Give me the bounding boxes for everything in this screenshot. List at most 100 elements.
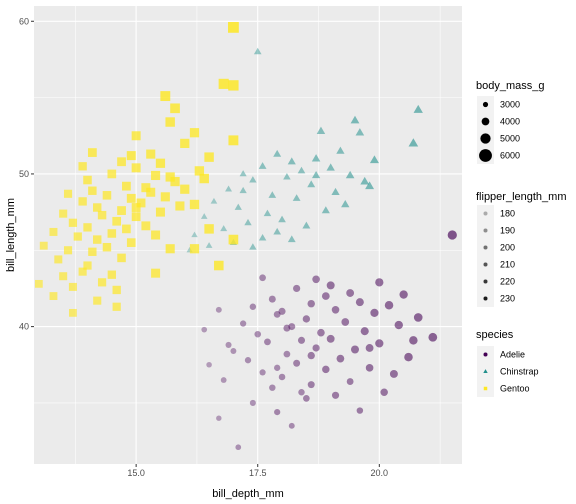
data-point-adelie: [404, 352, 413, 362]
data-point-adelie: [389, 369, 398, 378]
data-point-adelie: [399, 290, 408, 299]
data-point-gentoo: [170, 176, 180, 187]
data-point-gentoo: [151, 170, 161, 181]
legend-species-label: Chinstrap: [500, 367, 539, 377]
data-point-chinstrap: [239, 186, 247, 194]
data-point-adelie: [341, 318, 350, 326]
data-point-chinstrap: [365, 181, 375, 190]
data-point-gentoo: [117, 253, 126, 263]
data-point-chinstrap: [249, 243, 257, 250]
y-tick-label: 60: [19, 16, 29, 26]
data-point-gentoo: [112, 216, 122, 226]
data-point-gentoo: [170, 103, 180, 114]
data-point-gentoo: [204, 152, 214, 162]
data-point-adelie: [278, 307, 286, 315]
data-point-adelie: [293, 359, 301, 367]
data-point-adelie: [274, 408, 281, 416]
data-point-adelie: [220, 377, 227, 383]
data-point-chinstrap: [239, 170, 247, 177]
data-point-adelie: [326, 281, 335, 290]
data-point-gentoo: [97, 210, 107, 220]
legend-body-mass: body_mass_g 3000 4000 5000 6000: [476, 80, 545, 164]
legend-flipper-length-key: [483, 211, 488, 216]
data-point-adelie: [351, 345, 359, 354]
data-point-chinstrap: [249, 176, 257, 183]
data-point-adelie: [370, 308, 379, 317]
data-point-adelie: [302, 315, 311, 323]
data-point-gentoo: [59, 272, 68, 281]
data-point-adelie: [409, 336, 418, 345]
data-points: [34, 21, 457, 451]
legend-body-mass-key: [482, 101, 489, 108]
legend-species: species Adelie Chinstrap Gentoo: [476, 329, 539, 397]
data-point-adelie: [346, 289, 355, 297]
data-point-gentoo: [122, 181, 131, 191]
legend-flipper-length-label: 200: [500, 243, 515, 253]
data-point-adelie: [331, 306, 340, 314]
data-point-gentoo: [160, 91, 171, 102]
legend-flipper-length-key: [483, 279, 488, 284]
y-tick-label: 40: [19, 322, 29, 332]
data-point-gentoo: [49, 227, 58, 236]
data-point-adelie: [447, 230, 457, 240]
data-point-adelie: [264, 338, 271, 346]
legend-species-key: [483, 386, 488, 391]
data-point-adelie: [331, 391, 340, 399]
data-point-adelie: [254, 330, 262, 338]
data-point-adelie: [307, 381, 315, 389]
data-point-gentoo: [146, 149, 156, 159]
legend-species-key: [483, 352, 488, 357]
legend-flipper-length-title: flipper_length_mm: [476, 191, 567, 203]
data-point-adelie: [244, 357, 252, 364]
data-point-adelie: [268, 295, 276, 303]
data-point-gentoo: [189, 199, 200, 210]
x-axis-ticks: 15.0 17.5 20.0: [127, 464, 388, 478]
data-point-chinstrap: [283, 172, 291, 180]
panel-background: [34, 6, 462, 464]
data-point-gentoo: [151, 230, 161, 240]
data-point-chinstrap: [234, 203, 242, 210]
data-point-adelie: [360, 327, 369, 336]
data-point-adelie: [225, 341, 232, 348]
data-point-gentoo: [59, 209, 68, 218]
data-point-gentoo: [160, 192, 170, 202]
data-point-gentoo: [78, 267, 87, 276]
data-point-adelie: [215, 306, 222, 313]
data-point-gentoo: [112, 285, 121, 295]
data-point-gentoo: [126, 151, 136, 161]
data-point-chinstrap: [321, 206, 330, 214]
data-point-gentoo: [83, 175, 92, 185]
data-point-gentoo: [165, 244, 175, 254]
legend-body-mass-key: [479, 149, 492, 162]
data-point-chinstrap: [316, 126, 326, 134]
data-point-adelie: [322, 365, 330, 374]
data-point-adelie: [273, 310, 281, 318]
data-point-chinstrap: [210, 197, 218, 204]
data-point-adelie: [230, 348, 237, 354]
data-point-gentoo: [155, 207, 165, 217]
legend-species-key: [483, 369, 488, 373]
data-point-gentoo: [93, 235, 102, 244]
data-point-gentoo: [136, 198, 146, 208]
legend-key-bg: [477, 222, 494, 239]
data-point-adelie: [365, 364, 374, 372]
data-point-gentoo: [117, 206, 126, 215]
data-point-adelie: [375, 339, 384, 348]
data-point-adelie: [355, 298, 364, 307]
data-point-gentoo: [73, 232, 82, 241]
data-point-adelie: [283, 350, 291, 358]
data-point-chinstrap: [200, 213, 208, 219]
data-point-chinstrap: [369, 155, 379, 164]
data-point-gentoo: [122, 224, 131, 234]
legend-flipper-length-key: [483, 262, 488, 267]
data-point-adelie: [235, 444, 242, 451]
data-point-adelie: [321, 292, 330, 300]
data-point-gentoo: [117, 157, 126, 167]
data-point-chinstrap: [408, 138, 419, 147]
legend-flipper-length-label: 220: [500, 277, 515, 287]
data-point-gentoo: [204, 224, 214, 234]
data-point-gentoo: [83, 261, 92, 270]
data-point-adelie: [288, 323, 296, 331]
data-point-adelie: [380, 388, 388, 396]
